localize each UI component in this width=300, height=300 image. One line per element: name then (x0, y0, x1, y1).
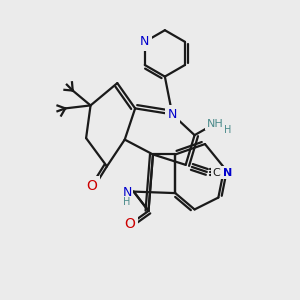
Text: N: N (140, 35, 149, 48)
Text: C: C (212, 167, 220, 178)
Text: N: N (122, 186, 132, 199)
Text: N: N (168, 108, 177, 121)
Text: O: O (86, 179, 97, 193)
Text: O: O (124, 217, 135, 231)
Text: H: H (224, 125, 231, 135)
Text: H: H (123, 197, 131, 207)
Text: NH: NH (206, 119, 223, 129)
Text: N: N (223, 167, 232, 178)
